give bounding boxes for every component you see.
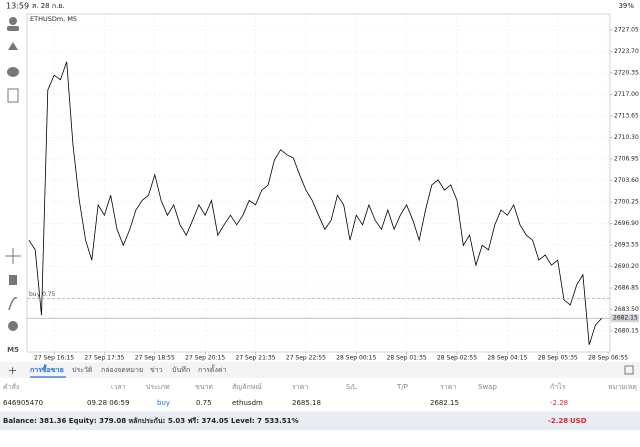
tab-bar	[0, 362, 640, 378]
y-tick-label: 2696.90	[614, 220, 639, 227]
y-tick-label: 2693.55	[614, 242, 639, 249]
y-tick-label: 2713.65	[614, 112, 639, 119]
balance: Balance: 381.36 Equity: 379.08 หลักประกั…	[3, 417, 298, 425]
y-tick-label: 2700.25	[614, 198, 639, 205]
icon-account-body	[7, 26, 19, 31]
total-profit: -2.28	[548, 417, 568, 425]
y-tick-label: 2703.60	[614, 177, 639, 184]
timeframe[interactable]: M5	[7, 346, 19, 354]
x-tick-label: 27 Sep 17:35	[84, 355, 124, 362]
x-tick-label: 28 Sep 01:35	[387, 355, 427, 362]
position-label: buy 0.75	[29, 291, 56, 298]
toolbar	[5, 17, 21, 331]
cell-type: buy	[157, 399, 170, 407]
x-tick-label: 28 Sep 02:55	[437, 355, 477, 362]
y-tick-label: 2680.15	[614, 328, 639, 335]
icon-trade[interactable]	[8, 42, 18, 50]
x-tick-label: 28 Sep 06:55	[588, 355, 628, 362]
total-currency: USD	[570, 417, 587, 425]
y-tick-label: 2720.35	[614, 69, 639, 76]
current-price-box	[611, 314, 639, 323]
column-header: คำสั่ง	[3, 382, 19, 391]
column-header: ราคา	[440, 383, 456, 391]
column-header: Swap	[478, 383, 497, 391]
y-tick-label: 2723.70	[614, 48, 639, 55]
x-tick-label: 27 Sep 20:15	[185, 355, 225, 362]
x-tick-label: 28 Sep 05:35	[538, 355, 578, 362]
add-button[interactable]: +	[8, 364, 17, 377]
y-tick-label: 2710.30	[614, 134, 639, 141]
price-line	[28, 61, 603, 345]
icon-chat[interactable]	[7, 67, 19, 77]
column-header: ราคา	[292, 383, 308, 391]
cell-symbol: ethusdm	[232, 399, 263, 407]
cell-volume: 0.75	[196, 399, 212, 407]
tab[interactable]: การซื้อขาย	[30, 363, 64, 374]
icon-candles[interactable]	[9, 275, 17, 285]
tab[interactable]: การตั้งค่า	[198, 363, 227, 374]
cell-order: 646905470	[3, 399, 43, 407]
x-tick-label: 27 Sep 22:55	[286, 355, 326, 362]
y-tick-label: 2727.05	[614, 26, 639, 33]
icon-account[interactable]	[9, 17, 17, 25]
column-header: ขนาด	[195, 383, 213, 391]
y-tick-label: 2683.50	[614, 306, 639, 313]
balance-bar	[0, 412, 640, 430]
status-battery: 39%	[618, 2, 634, 10]
icon-indicators[interactable]	[8, 297, 18, 311]
tab[interactable]: ประวัติ	[72, 366, 93, 374]
y-tick-label: 2717.00	[614, 91, 639, 98]
column-header: สัญลักษณ์	[232, 383, 262, 391]
cell-price: 2685.18	[292, 399, 321, 407]
current-price-label: 2682.15	[613, 315, 638, 322]
chart-frame	[26, 13, 611, 353]
chart-title: ETHUSDm, M5	[30, 15, 77, 23]
cell-time: 09.28 06:59	[87, 399, 129, 407]
status-date: ส. 28 ก.ย.	[32, 2, 65, 10]
tab[interactable]: ข่าว	[150, 366, 163, 374]
cell-profit: -2.28	[550, 399, 568, 407]
column-header: ประเภท	[146, 383, 170, 391]
status-time: 13:59	[6, 2, 29, 11]
y-tick-label: 2690.20	[614, 263, 639, 270]
y-tick-label: 2706.95	[614, 155, 639, 162]
x-tick-label: 27 Sep 16:15	[34, 355, 74, 362]
column-header: T/P	[396, 383, 408, 391]
icon-new[interactable]	[7, 88, 19, 103]
y-tick-label: 2686.85	[614, 285, 639, 292]
x-tick-label: 28 Sep 00:15	[336, 355, 376, 362]
column-header: S/L	[346, 383, 357, 391]
tab[interactable]: กล่องจดหมาย	[101, 366, 143, 374]
icon-crosshair[interactable]	[5, 248, 21, 264]
icon-objects[interactable]	[8, 321, 18, 331]
x-tick-label: 27 Sep 18:55	[135, 355, 175, 362]
column-header: กำไร	[550, 382, 566, 391]
tab[interactable]: บันทึก	[172, 365, 190, 374]
x-tick-label: 27 Sep 21:35	[236, 355, 276, 362]
column-header: หมายเหตุ	[608, 383, 637, 391]
column-header: เวลา	[111, 383, 126, 391]
cell-price-current: 2682.15	[430, 399, 459, 407]
x-tick-label: 28 Sep 04:15	[487, 355, 527, 362]
expand-icon[interactable]	[624, 365, 634, 375]
